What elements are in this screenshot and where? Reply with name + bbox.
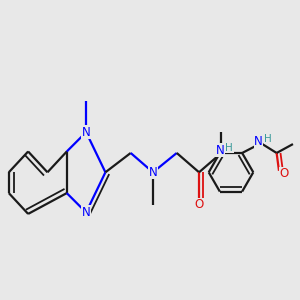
Text: O: O (280, 167, 289, 180)
Text: H: H (226, 142, 233, 153)
Text: N: N (148, 166, 157, 179)
Text: N: N (82, 126, 91, 139)
Text: N: N (82, 206, 91, 219)
Text: O: O (194, 199, 204, 212)
Text: H: H (264, 134, 272, 144)
Text: N: N (215, 143, 224, 157)
Text: N: N (254, 135, 263, 148)
